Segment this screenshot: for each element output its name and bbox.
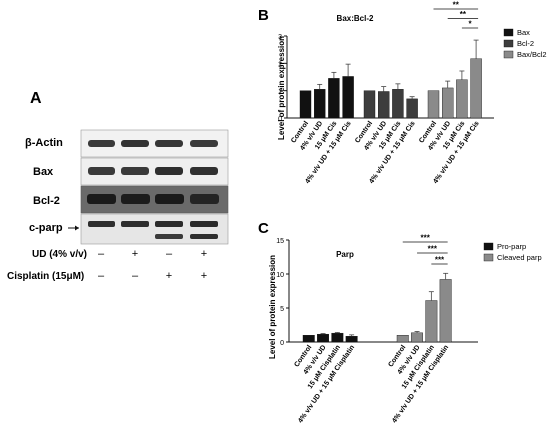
bar-pro-parp [317, 333, 329, 343]
treatment-sign: + [166, 270, 172, 282]
panel-a: A β-Actin Bax Bcl-2 c-parp [7, 90, 229, 282]
legend-label: Cleaved parp [497, 253, 542, 262]
chart-b-ylabel: Level of protein expression [277, 36, 286, 140]
legend-swatch [483, 242, 494, 251]
y-tick-label: 1 [278, 89, 282, 96]
bar-cleaved-parp [396, 335, 409, 343]
treatment-sign: – [98, 248, 105, 260]
chart-c-ylabel: Level of protein expression [268, 255, 277, 359]
legend-label: Pro-parp [497, 242, 526, 251]
chart-b-title: Bax:Bcl-2 [337, 14, 374, 23]
bar-cleaved-parp [439, 279, 452, 343]
blot-bcl2 [80, 185, 229, 214]
y-tick-label: 0 [280, 340, 284, 347]
bar-bax-bcl2 [456, 79, 468, 119]
bar-bax [328, 78, 340, 119]
bar-bcl-2 [406, 98, 418, 119]
chart-c-title: Parp [336, 250, 354, 259]
y-tick-label: 0 [278, 116, 282, 123]
blot-label-bax: Bax [33, 166, 54, 178]
significance-marker: * [468, 20, 472, 29]
treatment-sign: – [166, 248, 173, 260]
treatment-label-ud: UD (4% v/v) [32, 249, 87, 260]
bar-cleaved-parp [411, 332, 423, 343]
legend-swatch [503, 50, 514, 59]
blot-label-beta-actin: β-Actin [25, 137, 63, 149]
blot-beta-actin [80, 129, 229, 158]
significance-marker: ** [453, 1, 460, 10]
treatment-sign: – [132, 270, 139, 282]
y-tick-label: 10 [276, 272, 284, 279]
bar-cleaved-parp [425, 300, 438, 343]
blot-c-parp [68, 213, 229, 245]
treatment-sign: + [201, 248, 207, 260]
chart-b-panel-label: B [258, 7, 269, 24]
treatment-sign: + [201, 270, 207, 282]
legend-label: Bax [517, 28, 530, 37]
significance-marker: ** [460, 10, 467, 19]
bar-bax [342, 76, 354, 119]
legend-label: Bcl-2 [517, 39, 534, 48]
bar-bcl-2 [363, 90, 376, 119]
chart-c-panel-label: C [258, 220, 269, 237]
significance-marker: *** [421, 234, 431, 243]
panel-a-label: A [30, 90, 42, 107]
bar-bcl-2 [392, 89, 404, 119]
legend-swatch [503, 39, 514, 48]
y-tick-label: 5 [280, 306, 284, 313]
significance-marker: *** [428, 245, 438, 254]
bar-bax-bcl2 [427, 90, 440, 119]
significance-marker: *** [435, 256, 445, 265]
chart-c: C Parp Level of protein expression 0 5 10 1… [258, 220, 542, 424]
blot-label-bcl2: Bcl-2 [33, 195, 60, 207]
bar-bcl-2 [378, 91, 390, 119]
treatment-label-cisplatin: Cisplatin (15μM) [7, 271, 84, 282]
legend-swatch [483, 253, 494, 262]
bar-pro-parp [345, 336, 358, 343]
legend-label: Bax/Bcl2 [517, 50, 547, 59]
treatment-sign: – [98, 270, 105, 282]
blot-label-c-parp: c-parp [29, 222, 63, 234]
blot-bax [80, 157, 229, 186]
treatment-sign: + [132, 248, 138, 260]
y-tick-label: 2 [278, 61, 282, 68]
bar-bax-bcl2 [470, 58, 482, 119]
y-tick-label: 15 [276, 238, 284, 245]
legend-swatch [503, 28, 514, 37]
bar-bax [314, 89, 326, 119]
y-tick-label: 3 [278, 34, 282, 41]
bar-pro-parp [331, 332, 344, 343]
bar-pro-parp [302, 335, 315, 343]
bar-bax [299, 90, 312, 119]
chart-b: B Bax:Bcl-2 Level of protein expression … [258, 1, 547, 186]
bar-bax-bcl2 [442, 87, 454, 119]
